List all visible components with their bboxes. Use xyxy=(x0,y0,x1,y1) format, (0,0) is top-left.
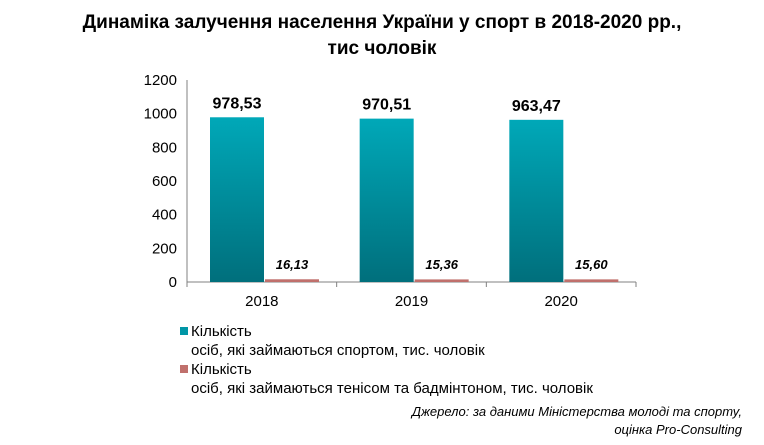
legend-item-sport: Кількість осіб, які займаються спортом, … xyxy=(180,322,593,360)
chart-title-line-1: Динаміка залучення населення України у с… xyxy=(82,12,682,33)
legend-label-tennis-line-2: осіб, які займаються тенісом та бадмінто… xyxy=(191,380,593,397)
bar-tennis-2018 xyxy=(265,279,319,282)
y-tick-label: 0 xyxy=(169,274,177,291)
data-label-tennis-2019: 15,36 xyxy=(425,257,458,272)
legend-label-sport-line-1: Кількість xyxy=(191,323,252,340)
legend-label-tennis-line-1: Кількість xyxy=(191,361,252,378)
x-tick-label-2019: 2019 xyxy=(395,293,428,310)
x-tick-label-2020: 2020 xyxy=(544,293,577,310)
x-tick-label-2018: 2018 xyxy=(245,293,278,310)
bar-sport-2019 xyxy=(359,118,414,282)
legend: Кількість осіб, які займаються спортом, … xyxy=(180,322,593,398)
bar-tennis-2020 xyxy=(564,279,619,282)
data-label-sport-2018: 978,53 xyxy=(213,95,262,112)
legend-label-sport-line-2: осіб, які займаються спортом, тис. чолов… xyxy=(191,342,485,359)
legend-swatch-sport xyxy=(180,327,188,335)
legend-item-tennis: Кількість осіб, які займаються тенісом т… xyxy=(180,360,593,398)
data-label-tennis-2018: 16,13 xyxy=(276,257,309,272)
source-note: Джерело: за даними Міністерства молоді т… xyxy=(412,403,742,439)
y-tick-label: 1000 xyxy=(144,106,177,123)
data-label-sport-2019: 970,51 xyxy=(362,97,411,114)
bar-sport-2018 xyxy=(210,117,264,282)
source-line-1: Джерело: за даними Міністерства молоді т… xyxy=(411,404,742,419)
y-tick-label: 200 xyxy=(152,240,177,257)
y-tick-label: 600 xyxy=(152,173,177,190)
data-label-tennis-2020: 15,60 xyxy=(575,257,608,272)
y-tick-label: 1200 xyxy=(144,72,177,89)
legend-swatch-tennis xyxy=(180,365,188,373)
chart-title-line-2: тис чоловік xyxy=(327,38,437,59)
source-line-2: оцінка Pro-Consulting xyxy=(614,422,742,437)
y-tick-label: 400 xyxy=(152,207,177,224)
bar-tennis-2019 xyxy=(414,279,469,282)
y-tick-label: 800 xyxy=(152,139,177,156)
data-label-sport-2020: 963,47 xyxy=(512,98,561,115)
bar-sport-2020 xyxy=(509,119,564,282)
